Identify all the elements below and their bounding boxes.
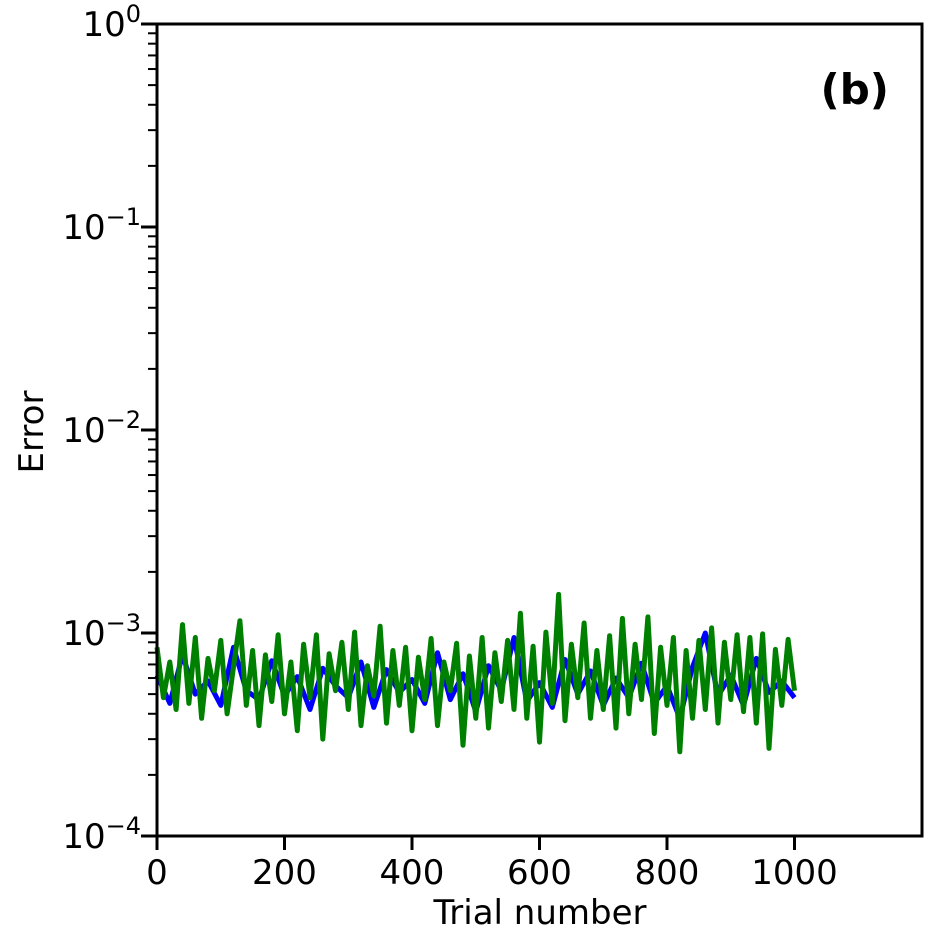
x-tick-label: 800	[635, 853, 700, 893]
x-tick-label: 1000	[751, 853, 838, 893]
x-tick-label: 200	[252, 853, 317, 893]
y-tick-label: 10−2	[62, 406, 141, 451]
x-tick-label: 0	[146, 853, 168, 893]
ticks-layer: 0 200 400 600 800 1000 100 10−1 10−2 10−3 10−4	[62, 0, 837, 893]
y-tick-label: 100	[82, 0, 141, 45]
y-tick-label: 10−4	[62, 812, 141, 857]
series-line-2	[154, 591, 797, 755]
x-axis-label: Trial number	[433, 893, 647, 933]
x-tick-label: 600	[507, 853, 572, 893]
panel-label: (b)	[821, 65, 889, 114]
y-tick-label: 10−1	[62, 203, 141, 248]
series-layer	[154, 591, 797, 755]
plot-frame	[155, 22, 924, 838]
y-tick-label: 10−3	[62, 609, 141, 654]
y-axis-label: Error	[12, 391, 52, 474]
x-tick-label: 400	[380, 853, 445, 893]
